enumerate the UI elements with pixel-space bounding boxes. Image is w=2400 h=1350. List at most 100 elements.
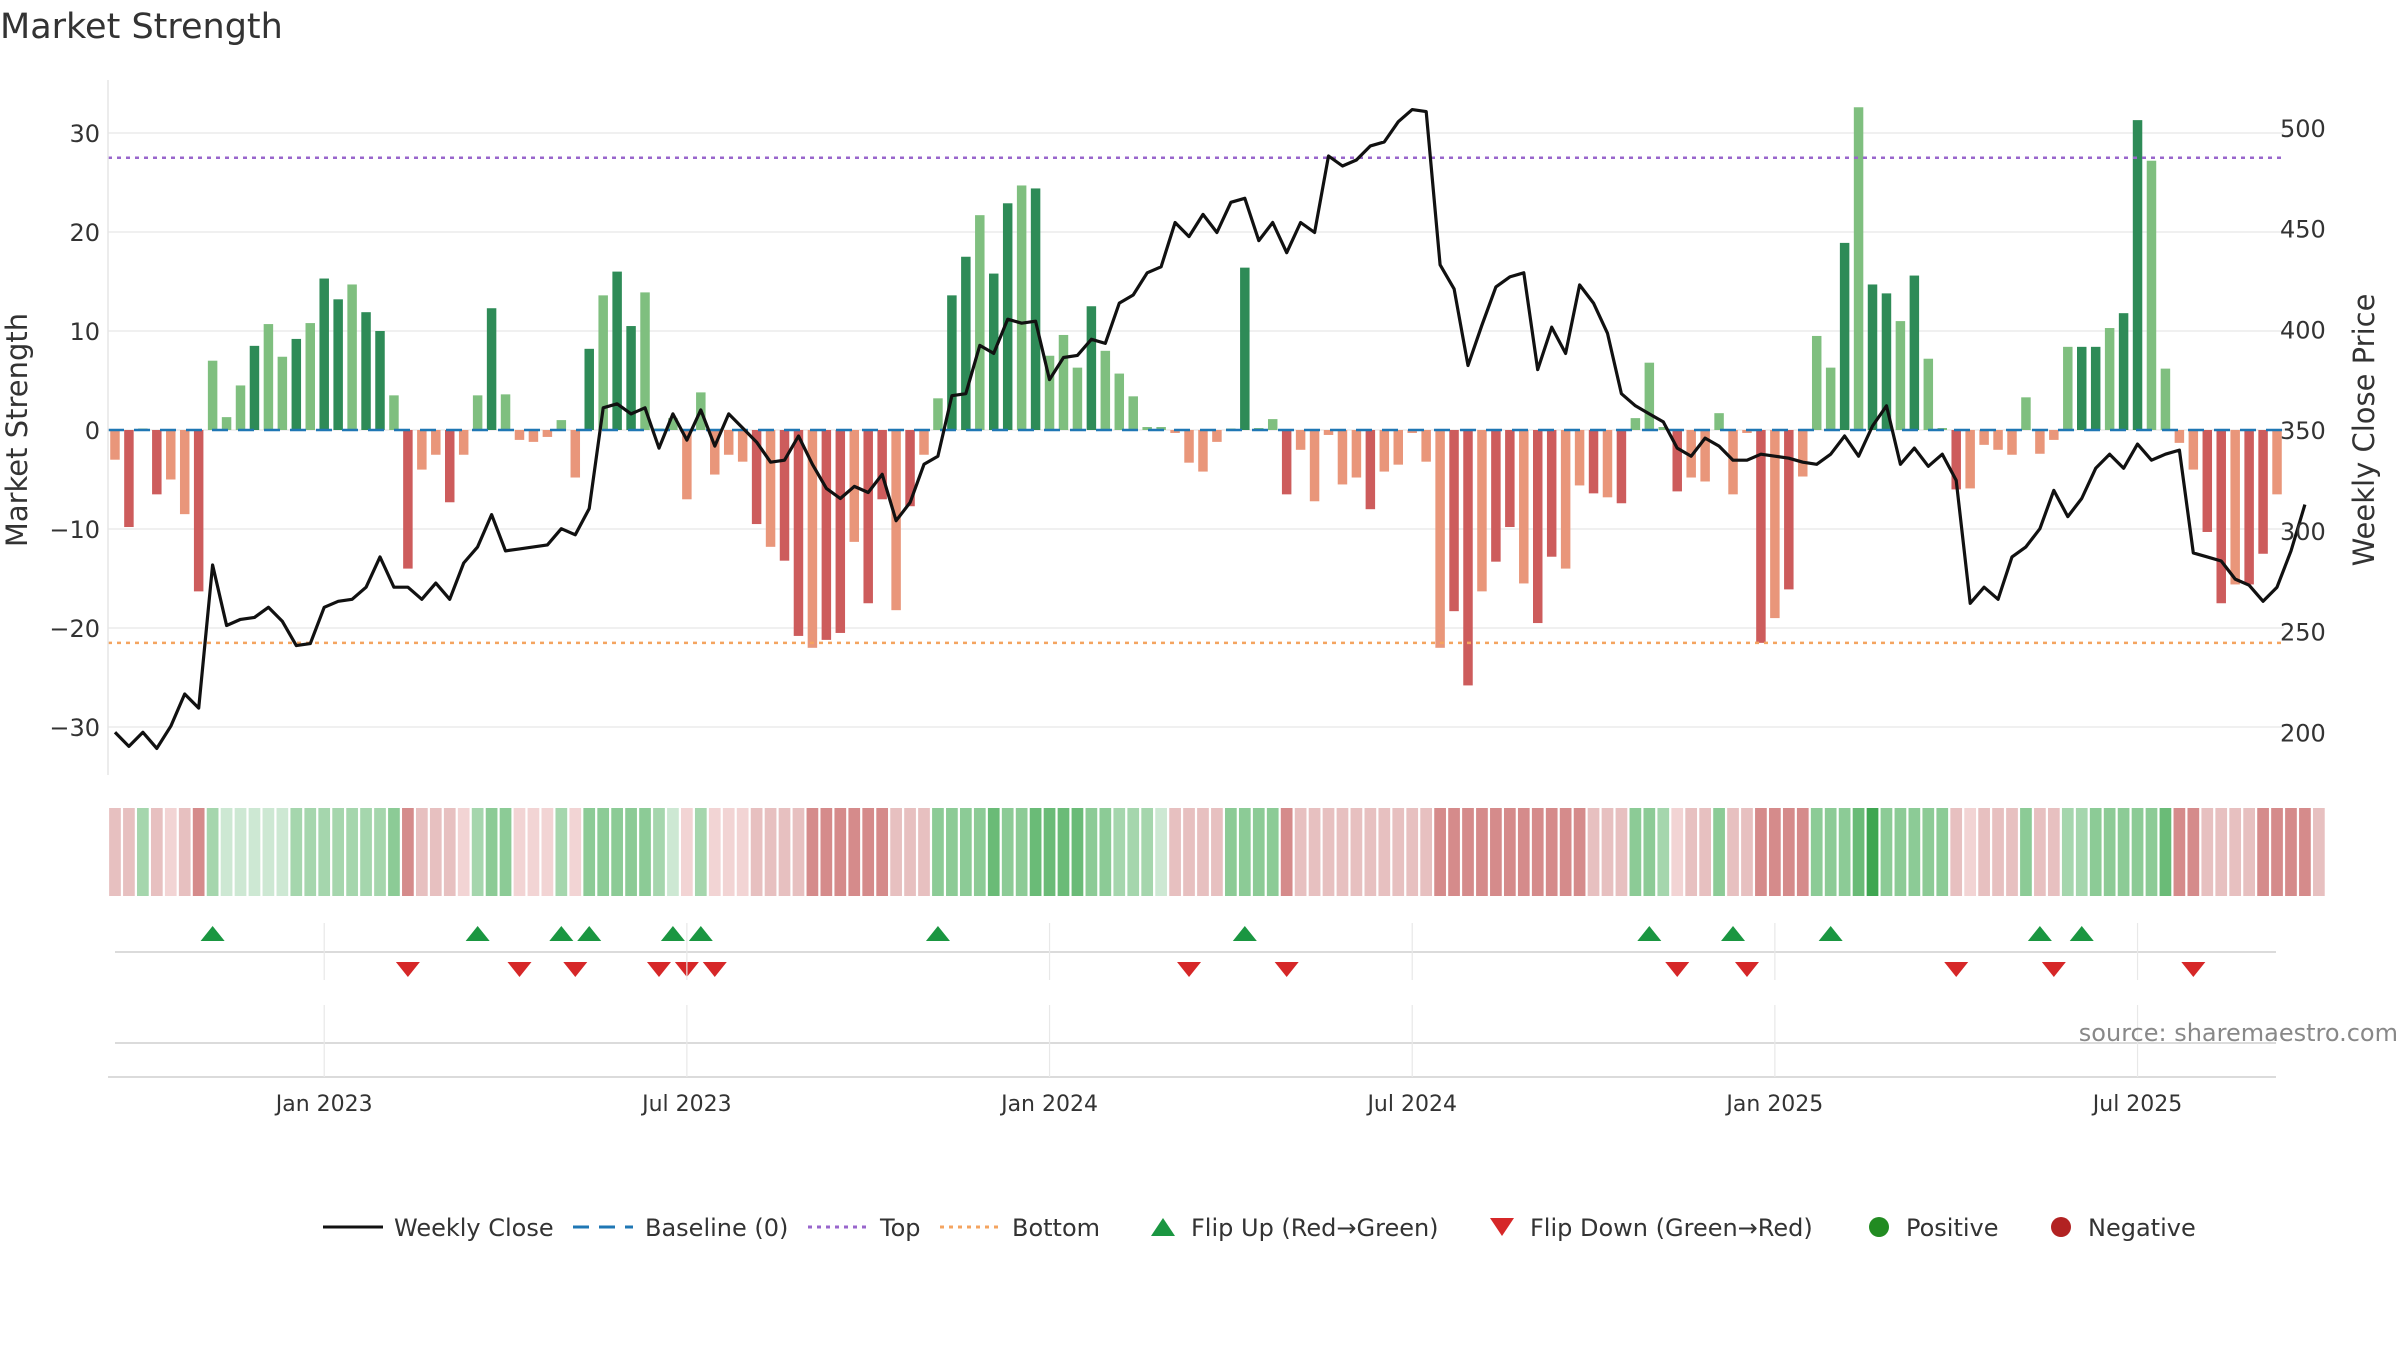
strength-bar xyxy=(821,430,832,640)
band-cell xyxy=(1169,808,1181,896)
strength-bar xyxy=(612,271,622,430)
flip-up-marker xyxy=(2027,926,2052,941)
band-cell xyxy=(471,808,484,896)
band-cell xyxy=(415,808,428,896)
band-cell xyxy=(946,808,958,896)
strength-bar xyxy=(905,430,915,507)
strength-bar xyxy=(2118,313,2129,430)
band-cell xyxy=(1225,808,1237,896)
strength-bar xyxy=(1058,334,1069,430)
band-cell xyxy=(653,808,665,896)
band-cell xyxy=(1713,808,1725,896)
strength-bar xyxy=(445,430,455,503)
strength-bar xyxy=(793,430,804,636)
band-cell xyxy=(1252,808,1265,896)
strength-bar xyxy=(361,312,371,430)
strength-bar xyxy=(1421,430,1431,462)
band-cell xyxy=(1838,808,1851,896)
strength-bar xyxy=(1574,430,1585,486)
band-cell xyxy=(1434,808,1446,896)
legend-label: Top xyxy=(879,1214,921,1242)
strength-bar xyxy=(1881,293,1892,430)
strength-bar xyxy=(110,430,120,460)
band-cell xyxy=(1476,808,1488,896)
band-cell xyxy=(1280,808,1293,896)
strength-bar xyxy=(807,430,818,648)
strength-bar xyxy=(598,295,608,430)
band-cell xyxy=(2061,808,2074,896)
band-cell xyxy=(276,808,289,896)
legend-swatch-flip-up xyxy=(1151,1218,1175,1236)
band-cell xyxy=(2187,808,2200,896)
band-cell xyxy=(1517,808,1530,896)
band-cell xyxy=(457,808,470,896)
band-cell xyxy=(1601,808,1614,896)
band-cell xyxy=(513,808,526,896)
band-cell xyxy=(429,808,442,896)
band-cell xyxy=(1266,808,1279,896)
strength-bar xyxy=(2132,120,2143,430)
strength-bar xyxy=(542,430,553,437)
band-cell xyxy=(1685,808,1698,896)
strength-bar xyxy=(2077,346,2087,430)
y2-tick-label: 300 xyxy=(2280,518,2326,546)
band-cell xyxy=(402,808,414,896)
band-cell xyxy=(1852,808,1865,896)
band-cell xyxy=(1085,808,1098,896)
strength-bar xyxy=(1114,373,1125,430)
band-cell xyxy=(1141,808,1154,896)
band-cell xyxy=(1727,808,1739,896)
strength-bar xyxy=(919,430,929,455)
strength-bar xyxy=(1379,430,1390,472)
y2-tick-label: 450 xyxy=(2280,216,2326,244)
legend-label: Weekly Close xyxy=(394,1214,554,1242)
strength-bar xyxy=(835,430,846,633)
flip-up-marker xyxy=(465,926,490,941)
flip-up-marker xyxy=(660,926,685,941)
band-cell xyxy=(1336,808,1349,896)
band-cell xyxy=(625,808,637,896)
strength-bar xyxy=(584,348,594,430)
band-cell xyxy=(318,808,331,896)
band-cell xyxy=(597,808,610,896)
flip-up-marker xyxy=(1818,926,1843,941)
strength-bar xyxy=(1002,203,1013,430)
band-cell xyxy=(1490,808,1502,896)
x-tick-label: Jul 2023 xyxy=(640,1092,732,1117)
strength-bar xyxy=(263,324,274,430)
strength-bar xyxy=(1267,419,1278,430)
band-cell xyxy=(681,808,693,896)
strength-bar xyxy=(221,417,232,430)
strength-bar xyxy=(2174,430,2185,443)
strength-bar xyxy=(1100,350,1111,430)
y2-tick-label: 200 xyxy=(2280,719,2326,747)
band-cell xyxy=(736,808,749,896)
band-cell xyxy=(1099,808,1112,896)
band-cell xyxy=(667,808,679,896)
flip-down-marker xyxy=(2041,962,2066,977)
band-cell xyxy=(2131,808,2144,896)
band-cell xyxy=(708,808,721,896)
strength-bar xyxy=(2258,430,2268,554)
band-cell xyxy=(792,808,805,896)
band-cell xyxy=(360,808,372,896)
strength-bar xyxy=(1170,430,1180,433)
band-cell xyxy=(220,808,233,896)
band-cell xyxy=(178,808,191,896)
strength-bar xyxy=(1742,430,1752,433)
strength-bar xyxy=(1337,430,1348,485)
band-cell xyxy=(1629,808,1642,896)
x-tick-label: Jan 2025 xyxy=(1724,1092,1823,1117)
strength-bar xyxy=(514,430,525,440)
band-cell xyxy=(876,808,889,896)
band-cell xyxy=(820,808,833,896)
band-cell xyxy=(1127,808,1140,896)
strength-bar xyxy=(1658,427,1669,430)
band-cell xyxy=(569,808,582,896)
strength-bar xyxy=(1756,430,1766,643)
y2-tick-label: 500 xyxy=(2280,115,2326,143)
band-cell xyxy=(1406,808,1419,896)
band-cell xyxy=(1462,808,1474,896)
band-cell xyxy=(1573,808,1586,896)
band-cell xyxy=(1796,808,1809,896)
